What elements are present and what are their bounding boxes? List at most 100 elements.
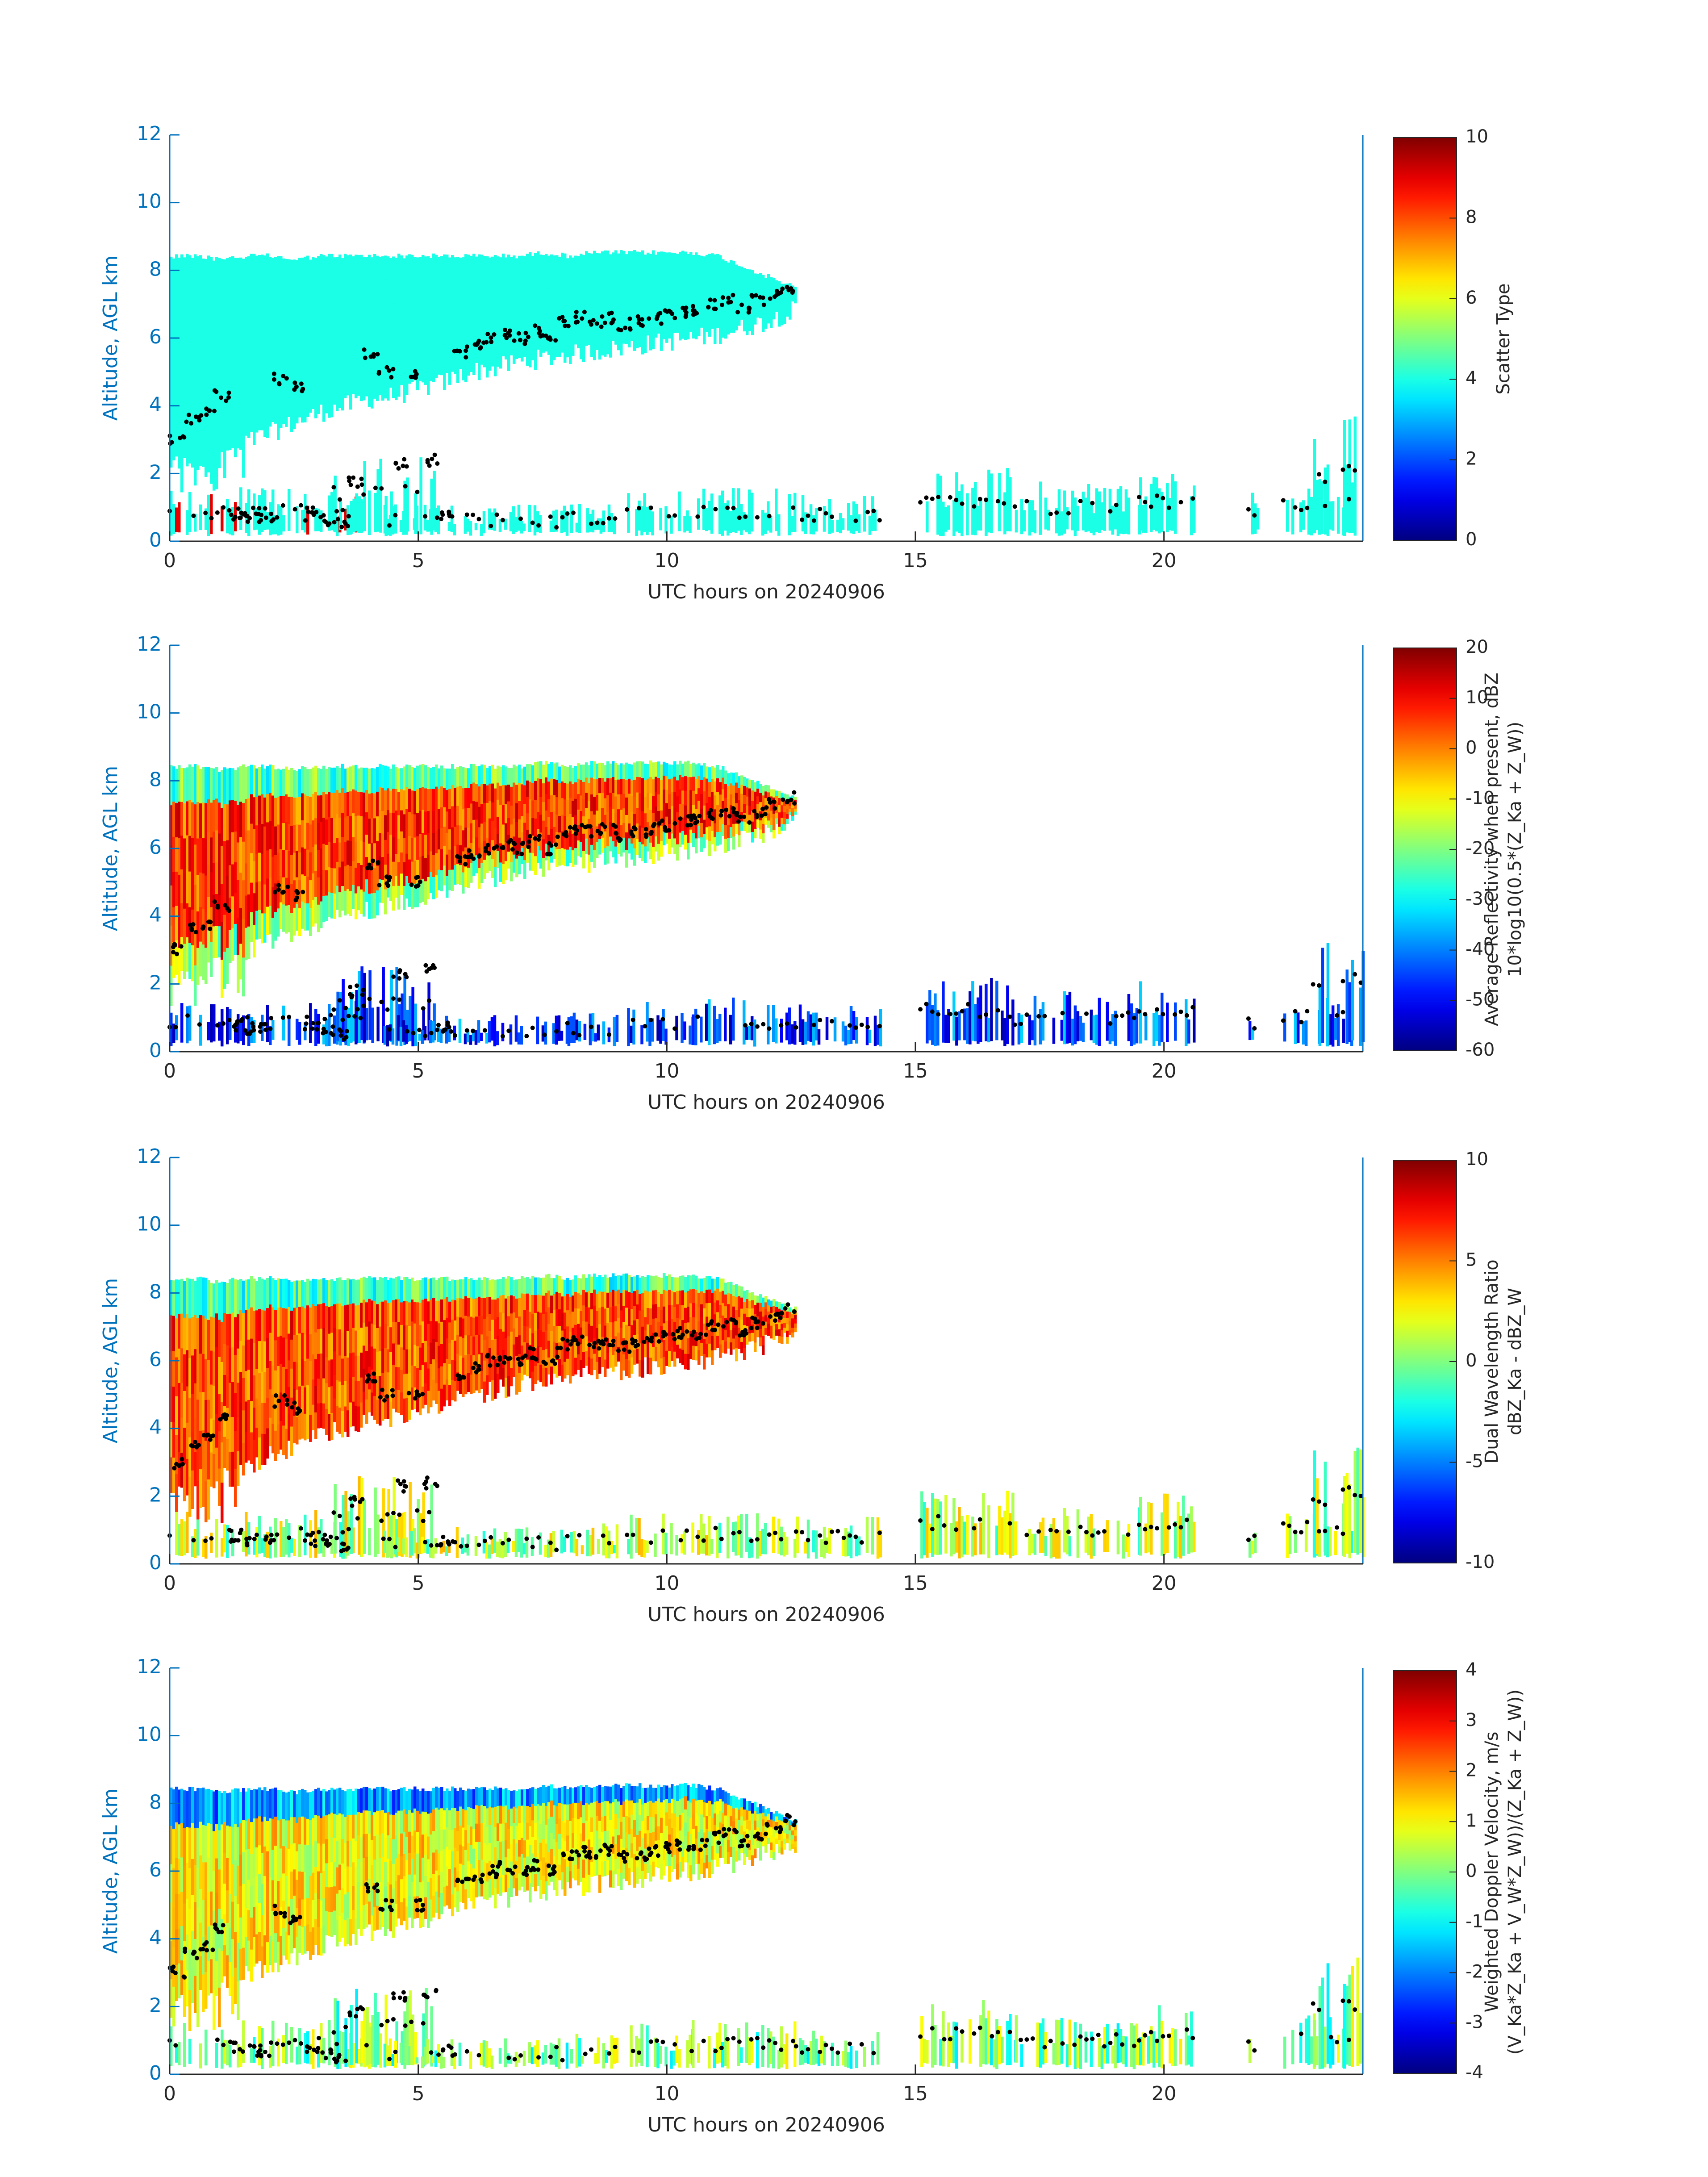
marker-point <box>601 521 606 526</box>
marker-point <box>500 1034 505 1039</box>
marker-point <box>1090 2036 1095 2041</box>
marker-point <box>1346 1999 1351 2004</box>
marker-point <box>350 1503 355 1508</box>
marker-point <box>1012 1022 1017 1027</box>
marker-point <box>602 824 607 829</box>
marker-point <box>580 316 585 321</box>
marker-point <box>258 2043 263 2048</box>
x-axis-label: UTC hours on 20240906 <box>647 581 885 603</box>
marker-point <box>221 1021 226 1026</box>
marker-point <box>434 1543 439 1548</box>
marker-point <box>386 883 391 888</box>
marker-point <box>675 1329 680 1333</box>
marker-point <box>476 1364 481 1369</box>
marker-point <box>516 331 521 336</box>
marker-point <box>1137 1522 1141 1527</box>
marker-point <box>990 2034 994 2039</box>
marker-point <box>695 819 700 824</box>
marker-point <box>1060 2041 1065 2046</box>
marker-point <box>376 370 381 375</box>
marker-point <box>354 2014 359 2019</box>
marker-point <box>196 1443 201 1448</box>
marker-point <box>779 290 784 295</box>
marker-point <box>829 514 834 519</box>
marker-point <box>538 329 543 334</box>
marker-point <box>691 1329 696 1334</box>
y-tick-label: 4 <box>149 393 162 416</box>
marker-point <box>320 2050 325 2055</box>
marker-point <box>292 380 297 385</box>
marker-point <box>984 497 989 502</box>
marker-point <box>1335 1525 1340 1530</box>
marker-point <box>245 519 250 524</box>
marker-track <box>167 1813 1357 2064</box>
y-tick-label: 8 <box>149 1791 162 1813</box>
marker-point <box>439 517 444 522</box>
marker-point <box>602 320 607 325</box>
marker-point <box>936 494 941 499</box>
marker-point <box>561 319 566 324</box>
marker-point <box>218 1417 223 1422</box>
marker-point <box>592 1345 597 1350</box>
marker-point <box>773 806 777 811</box>
marker-point <box>1346 1485 1351 1490</box>
marker-point <box>366 1373 371 1378</box>
marker-point <box>806 1538 810 1542</box>
marker-point <box>328 1534 333 1539</box>
marker-point <box>514 850 519 855</box>
y-tick-label: 4 <box>149 1926 162 1949</box>
marker-point <box>518 338 523 343</box>
marker-point <box>436 2052 441 2057</box>
marker-point <box>403 1484 408 1489</box>
cloud-field <box>170 1273 1365 1559</box>
x-tick-label: 15 <box>903 1060 928 1082</box>
marker-point <box>495 1872 500 1877</box>
marker-point <box>1090 501 1095 506</box>
marker-point <box>291 1918 296 1923</box>
marker-point <box>384 1394 389 1399</box>
marker-point <box>362 347 367 352</box>
marker-point <box>381 1536 386 1541</box>
marker-point <box>1252 2048 1257 2053</box>
marker-point <box>388 875 393 880</box>
x-tick-label: 5 <box>412 1572 425 1595</box>
marker-point <box>511 840 516 845</box>
marker-point <box>1066 1529 1071 1534</box>
marker-point <box>1317 472 1322 477</box>
marker-point <box>635 314 640 319</box>
marker-point <box>271 517 276 522</box>
marker-point <box>194 1956 199 1960</box>
marker-point <box>292 507 297 512</box>
marker-point <box>305 506 309 510</box>
marker-point <box>829 1019 834 1024</box>
marker-point <box>418 1897 422 1902</box>
marker-point <box>1155 493 1160 498</box>
marker-point <box>1126 1010 1131 1015</box>
marker-point <box>346 514 351 519</box>
marker-point <box>358 1500 363 1504</box>
marker-point <box>363 355 367 360</box>
marker-point <box>355 2006 360 2011</box>
marker-point <box>672 316 677 321</box>
marker-point <box>377 883 382 888</box>
y-tick-label: 10 <box>137 190 162 213</box>
marker-point <box>1048 511 1053 516</box>
marker-point <box>364 2043 369 2047</box>
marker-point <box>565 1347 570 1352</box>
marker-point <box>591 318 596 323</box>
marker-point <box>494 512 499 517</box>
marker-point <box>421 1006 426 1011</box>
marker-point <box>656 1853 660 1858</box>
marker-point <box>299 381 304 386</box>
marker-point <box>464 348 468 353</box>
marker-point <box>1353 2007 1357 2012</box>
marker-point <box>642 1855 647 1860</box>
marker-point <box>222 1412 227 1417</box>
marker-point <box>581 1845 586 1850</box>
marker-point <box>312 2047 317 2052</box>
marker-point <box>191 513 196 518</box>
marker-point <box>1293 1009 1298 1014</box>
marker-point <box>588 824 593 829</box>
marker-point <box>391 367 396 372</box>
marker-point <box>335 517 340 522</box>
